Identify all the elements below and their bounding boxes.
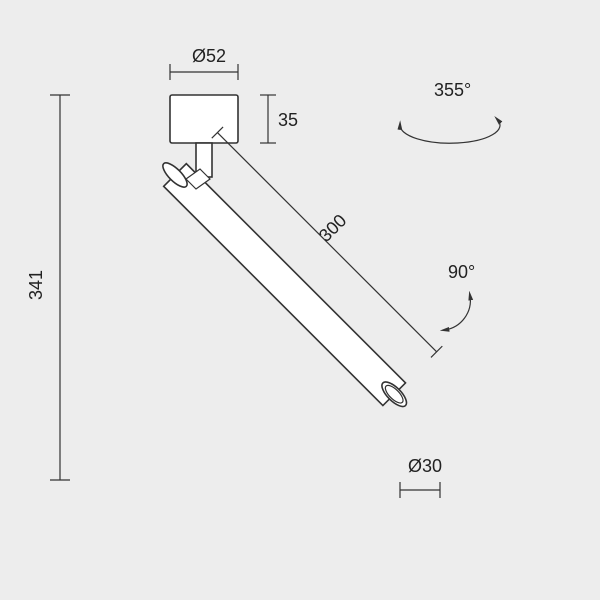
dim-mount-dia-label: Ø52	[192, 46, 226, 66]
technical-drawing: 341Ø5235300Ø30355°90°	[0, 0, 600, 600]
rotation-azimuth-label: 355°	[434, 80, 471, 100]
dim-mount-h-label: 35	[278, 110, 298, 130]
mount-body	[170, 95, 238, 143]
dim-tube-dia-label: Ø30	[408, 456, 442, 476]
dim-height-label: 341	[26, 270, 46, 300]
rotation-tilt-label: 90°	[448, 262, 475, 282]
